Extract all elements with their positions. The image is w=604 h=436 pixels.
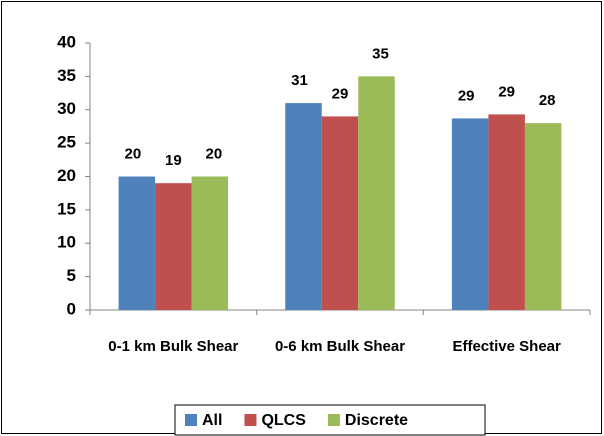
bar [524,123,562,310]
data-label: 20 [124,145,141,162]
bar [451,118,489,311]
bar [155,183,192,310]
data-label: 31 [291,72,308,89]
bar [358,76,395,310]
bar [285,103,322,310]
bar [488,114,525,310]
bar [321,116,359,310]
y-tick-label: 30 [57,99,76,118]
data-label: 35 [372,45,389,62]
legend-label: QLCS [261,412,306,429]
data-label: 29 [332,85,349,102]
y-tick-label: 10 [57,233,76,252]
data-label: 20 [205,145,222,162]
data-label: 19 [165,152,182,169]
bar [191,176,229,310]
x-tick-label: 0-6 km Bulk Shear [274,338,406,355]
x-tick-label: Effective Shear [452,338,561,355]
legend-swatch [244,414,257,426]
data-label: 29 [498,83,515,100]
legend-swatch [185,414,197,426]
y-tick-label: 25 [57,133,76,152]
y-tick-label: 15 [57,199,76,218]
legend-swatch [327,414,340,426]
y-tick-label: 40 [57,32,76,51]
y-tick-label: 20 [57,166,76,185]
y-tick-label: 0 [67,299,76,318]
data-label: 28 [539,92,556,109]
x-tick-label: 0-1 km Bulk Shear [108,338,239,355]
legend-label: All [202,412,222,429]
y-tick-label: 5 [67,266,76,285]
y-tick-label: 35 [57,66,76,85]
bar [118,176,156,310]
data-label: 29 [458,87,475,104]
legend-label: Discrete [345,412,408,429]
